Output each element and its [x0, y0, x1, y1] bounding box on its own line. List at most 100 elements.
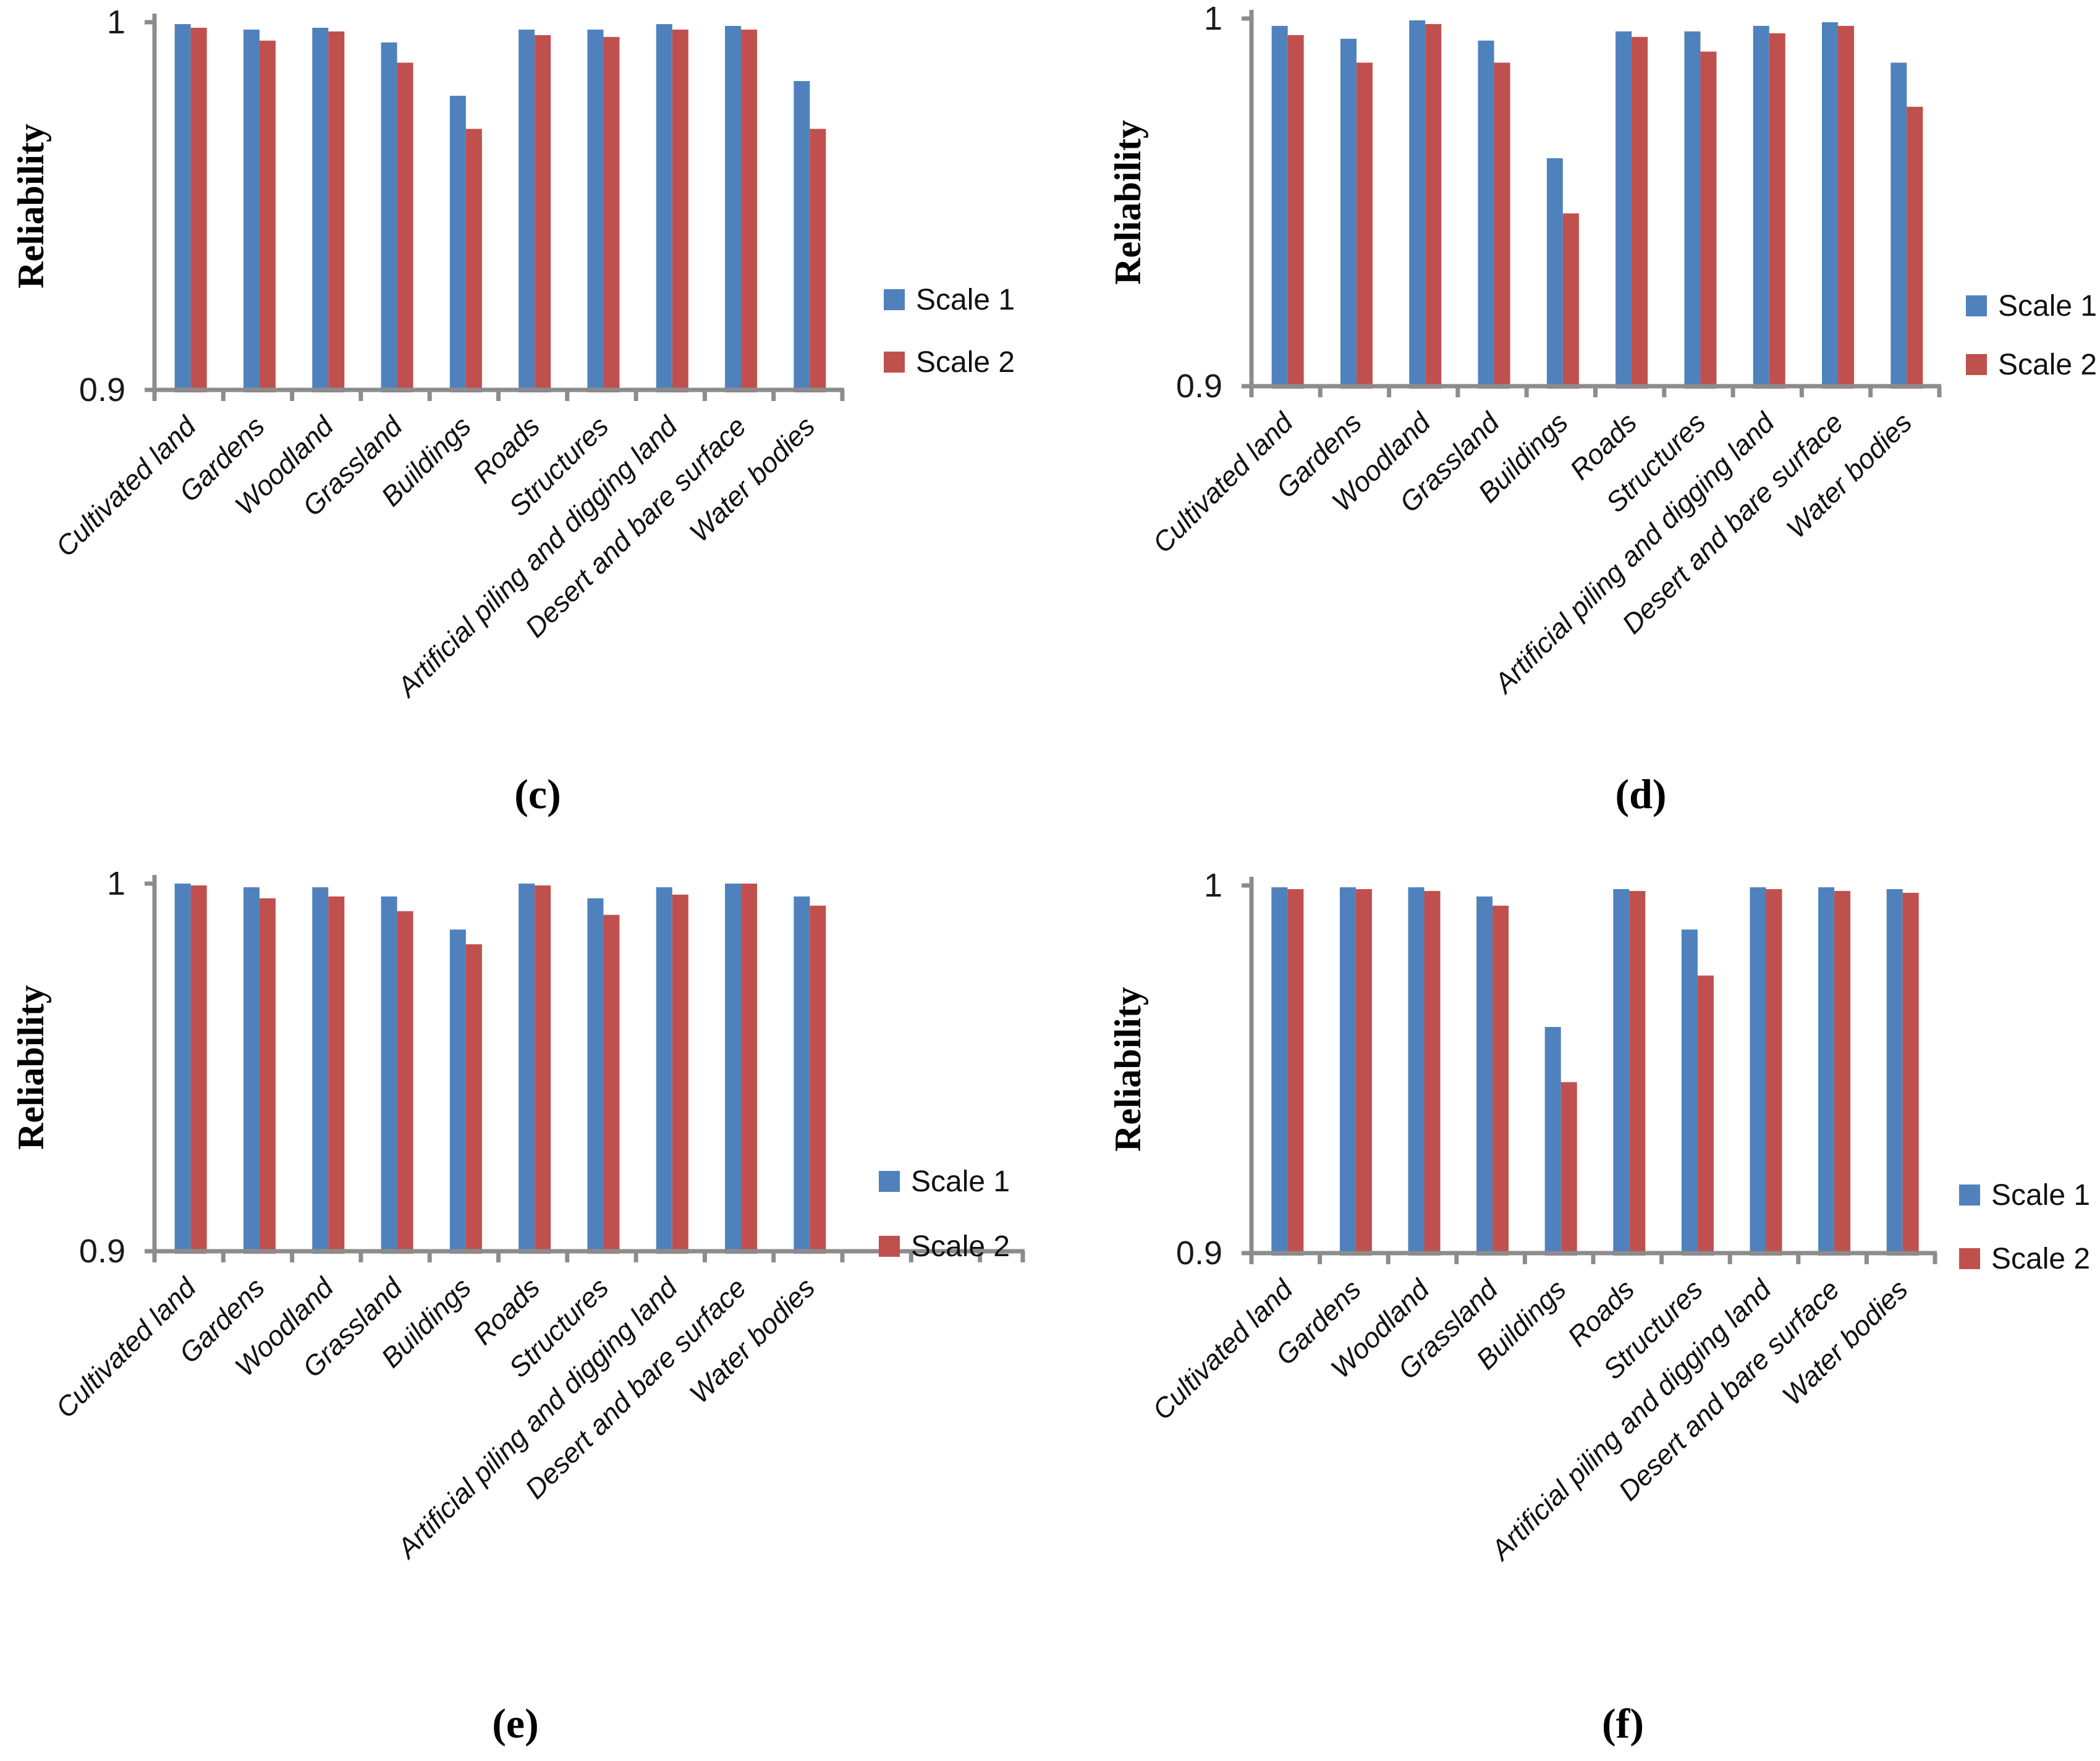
bar-c-scale1-9	[725, 25, 742, 392]
bar-d-scale1-8	[1753, 25, 1769, 389]
bar-d-scale1-6	[1615, 31, 1632, 389]
bar-d-scale2-8	[1769, 33, 1785, 389]
bar-e-scale1-7	[587, 898, 604, 1254]
legend-swatch-scale1	[884, 289, 905, 310]
bar-f-scale1-3	[1408, 887, 1425, 1256]
bar-e-scale1-9	[725, 884, 742, 1254]
bar-e-scale2-7	[603, 914, 620, 1254]
bar-e-scale1-1	[174, 884, 191, 1254]
bar-f-scale1-1	[1271, 887, 1288, 1256]
y-axis-title: Reliability	[11, 124, 51, 289]
bar-e-scale2-6	[535, 885, 551, 1254]
y-axis-title: Reliability	[11, 985, 51, 1150]
bar-c-scale1-5	[449, 96, 466, 392]
bar-f-scale2-9	[1834, 890, 1851, 1256]
bar-d-scale2-2	[1356, 62, 1373, 389]
bar-f-scale2-6	[1629, 890, 1646, 1256]
bar-e-scale2-9	[741, 884, 758, 1254]
bar-f-scale1-5	[1544, 1027, 1561, 1256]
legend-label-scale1: Scale 1	[916, 284, 1015, 316]
legend-label-scale1: Scale 1	[911, 1165, 1010, 1198]
panel-caption: (f)	[1602, 1700, 1644, 1747]
ytick-0-9: 0.9	[79, 371, 125, 408]
bar-f-scale1-2	[1339, 887, 1356, 1256]
ytick-0-9: 0.9	[1176, 1235, 1222, 1272]
bar-d-scale2-9	[1838, 25, 1855, 389]
legend-label-scale1: Scale 1	[1998, 290, 2097, 323]
bar-e-scale2-8	[672, 894, 688, 1254]
legend-label-scale2: Scale 2	[916, 346, 1015, 379]
bar-f-scale1-4	[1476, 896, 1493, 1256]
legend-label-scale1: Scale 1	[1991, 1179, 2090, 1212]
ytick-1: 1	[1204, 867, 1222, 904]
panel-caption: (e)	[492, 1700, 538, 1747]
bar-e-scale1-6	[519, 884, 535, 1254]
bar-f-scale2-4	[1492, 905, 1509, 1256]
bar-e-scale2-2	[259, 898, 276, 1254]
bar-c-scale2-8	[672, 29, 688, 392]
bar-c-scale1-10	[794, 81, 810, 392]
y-axis-title: Reliability	[1107, 987, 1148, 1152]
bar-f-scale1-8	[1750, 887, 1766, 1256]
ytick-0-9: 0.9	[79, 1233, 125, 1270]
bar-c-scale1-2	[243, 29, 260, 392]
bar-d-scale2-10	[1907, 106, 1923, 389]
bar-c-scale2-2	[259, 40, 276, 392]
bar-c-scale2-9	[741, 29, 758, 392]
bar-f-scale2-7	[1697, 975, 1714, 1256]
bar-c-scale2-5	[465, 129, 482, 393]
bar-c-scale2-6	[535, 35, 551, 392]
bar-e-scale1-5	[449, 929, 466, 1254]
legend-swatch-scale1	[1959, 1185, 1980, 1206]
panel-caption: (c)	[514, 771, 561, 817]
legend-swatch-scale1	[879, 1171, 900, 1192]
bar-c-scale1-1	[174, 23, 191, 393]
bar-f-scale2-10	[1902, 892, 1919, 1256]
ytick-1: 1	[107, 865, 125, 902]
bar-f-scale1-6	[1613, 889, 1630, 1256]
bar-e-scale1-10	[794, 896, 810, 1254]
bar-c-scale1-4	[381, 42, 397, 393]
bar-c-scale1-3	[312, 27, 329, 393]
bar-c-scale2-10	[810, 129, 826, 393]
bar-d-scale1-3	[1409, 20, 1426, 389]
bar-e-scale2-1	[190, 885, 207, 1254]
legend-label-scale2: Scale 2	[1998, 348, 2097, 381]
legend-swatch-scale2	[1966, 354, 1987, 375]
bar-d-scale2-6	[1632, 36, 1648, 389]
legend-swatch-scale2	[879, 1236, 900, 1257]
bar-f-scale1-9	[1818, 887, 1835, 1256]
bar-c-scale2-7	[603, 36, 620, 393]
legend-swatch-scale2	[884, 352, 905, 373]
bar-e-scale2-10	[810, 905, 826, 1254]
bar-c-scale2-4	[397, 62, 413, 392]
bar-d-scale2-1	[1287, 35, 1304, 389]
bar-e-scale1-2	[243, 887, 260, 1254]
bar-d-scale2-7	[1700, 51, 1717, 389]
bar-d-scale2-3	[1425, 23, 1442, 389]
bar-d-scale1-5	[1546, 158, 1563, 389]
legend-swatch-scale2	[1959, 1248, 1980, 1269]
bar-e-scale2-3	[328, 896, 345, 1254]
bar-f-scale2-1	[1287, 889, 1304, 1256]
legend-label-scale2: Scale 2	[1991, 1243, 2090, 1275]
bar-f-scale2-5	[1560, 1082, 1577, 1256]
bar-d-scale2-4	[1494, 62, 1510, 389]
y-axis-title: Reliability	[1107, 120, 1148, 285]
bar-c-scale2-3	[328, 31, 345, 392]
ytick-0-9: 0.9	[1176, 368, 1222, 405]
bar-d-scale1-2	[1340, 38, 1357, 389]
legend-label-scale2: Scale 2	[911, 1230, 1010, 1263]
bar-e-scale1-4	[381, 896, 397, 1254]
bar-d-scale1-1	[1271, 25, 1288, 389]
ytick-1: 1	[107, 4, 125, 41]
bar-c-scale1-8	[656, 23, 672, 393]
legend-swatch-scale1	[1966, 295, 1987, 316]
bar-e-scale2-4	[397, 911, 413, 1254]
bar-e-scale2-5	[465, 944, 482, 1254]
